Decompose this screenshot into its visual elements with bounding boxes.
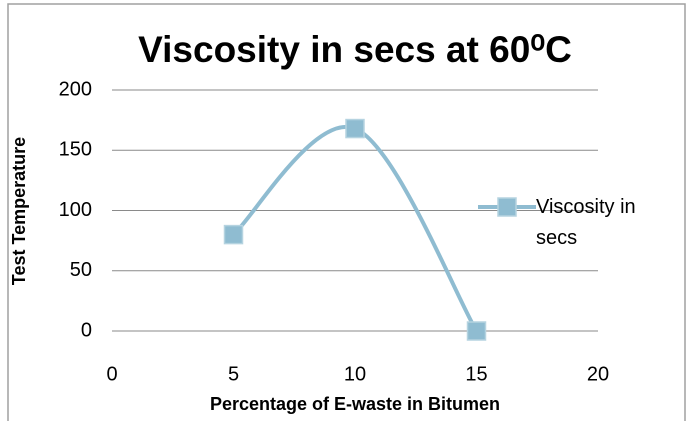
x-tick-label: 15 xyxy=(465,363,487,385)
chart-border xyxy=(7,3,686,421)
point-marker xyxy=(223,224,244,245)
x-tick-label: 10 xyxy=(344,363,366,385)
y-tick-label: 0 xyxy=(81,319,92,341)
legend-marker xyxy=(497,197,517,217)
x-axis-label: Percentage of E-waste in Bitumen xyxy=(210,394,500,414)
y-axis-label: Test Temperature xyxy=(9,137,29,285)
y-tick-label: 200 xyxy=(59,78,92,100)
point-marker xyxy=(466,321,487,341)
point-marker xyxy=(345,118,365,139)
y-tick-label: 50 xyxy=(70,259,92,281)
x-tick-label: 20 xyxy=(587,363,609,385)
x-tick-label: 0 xyxy=(106,363,117,385)
y-tick-label: 100 xyxy=(59,199,92,221)
chart-title: Viscosity in secs at 60⁰C xyxy=(138,29,572,70)
y-tick-label: 150 xyxy=(59,139,92,161)
legend-label: Viscosity in secs xyxy=(536,196,636,249)
x-tick-label: 5 xyxy=(228,363,239,385)
